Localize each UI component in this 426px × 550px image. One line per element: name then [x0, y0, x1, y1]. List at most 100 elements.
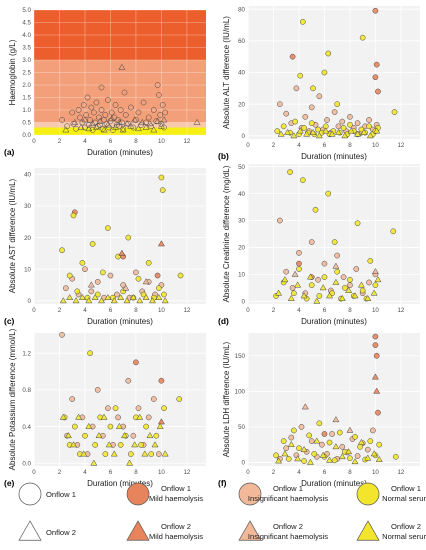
data-point-circle [125, 234, 132, 241]
data-point-circle [133, 117, 139, 123]
y-tick-label: 40 [24, 172, 31, 179]
legend-label: Onflow 2 [391, 522, 421, 531]
data-point-circle [63, 285, 69, 292]
data-point-circle [145, 260, 152, 266]
legend-label: Onflow 2 [161, 522, 191, 531]
data-point-circle [82, 432, 88, 439]
data-point-circle [88, 104, 95, 111]
data-point-circle [159, 102, 166, 108]
data-point-circle [117, 442, 124, 448]
data-point-triangle [315, 132, 323, 139]
plot-background [34, 168, 206, 304]
x-tick-label: 0 [32, 307, 36, 314]
legend-label: Onflow 2 [273, 522, 303, 531]
legend-label: Insignificant haemolysis [248, 532, 328, 541]
data-point-circle [71, 423, 78, 430]
data-point-circle [335, 123, 342, 130]
data-point-circle [150, 107, 157, 113]
data-point-triangle [322, 127, 330, 134]
x-tick-label: 0 [32, 469, 36, 476]
data-point-triangle [85, 297, 93, 304]
data-point-circle [135, 109, 142, 116]
legend-marker-circle [356, 482, 380, 506]
data-point-circle [359, 287, 366, 294]
data-point-circle [283, 268, 290, 275]
data-point-triangle [110, 297, 118, 304]
y-tick-label: 30 [238, 218, 245, 225]
data-point-circle [157, 112, 163, 118]
data-point-triangle [301, 403, 309, 410]
x-tick-label: 10 [372, 469, 379, 476]
data-point-triangle [62, 126, 70, 133]
data-point-circle [293, 85, 300, 92]
y-tick-label: 0.4 [22, 424, 31, 431]
data-point-triangle [136, 297, 144, 304]
data-point-circle [92, 442, 99, 448]
data-point-triangle [104, 293, 112, 301]
data-point-triangle [110, 450, 118, 457]
data-point-triangle [319, 284, 327, 291]
x-tick-label: 6 [323, 469, 327, 476]
data-point-circle [130, 432, 137, 439]
data-point-circle [367, 258, 374, 264]
data-point-circle [287, 169, 293, 175]
x-axis-title: Duration (minutes) [301, 479, 367, 488]
data-point-circle [298, 424, 305, 430]
data-point-circle [390, 228, 397, 235]
data-point-circle [315, 276, 321, 283]
data-point-circle [316, 93, 323, 100]
data-point-circle [372, 333, 379, 340]
data-point-circle [375, 88, 381, 95]
data-point-triangle [360, 128, 368, 135]
data-point-triangle [157, 240, 165, 247]
data-point-circle [352, 433, 358, 440]
data-point-circle [280, 438, 287, 444]
data-point-circle [125, 377, 132, 384]
data-point-circle [98, 107, 105, 113]
x-tick-label: 10 [158, 469, 165, 476]
panel-1: 0 2 4 6 8 10 12 0 20 40 60 80 Duration (minutes) Abso… [218, 6, 420, 161]
data-point-circle [392, 453, 399, 460]
data-point-circle [372, 74, 379, 81]
data-point-circle [347, 121, 353, 128]
data-point-circle [299, 177, 306, 184]
data-point-circle [321, 260, 328, 267]
data-point-circle [316, 420, 323, 427]
y-tick-label: 1.5 [22, 95, 31, 102]
data-point-circle [312, 206, 319, 213]
data-point-circle [325, 190, 332, 197]
y-tick-label: 4.0 [22, 32, 31, 39]
data-point-triangle [108, 115, 116, 122]
data-point-triangle [374, 276, 382, 283]
data-point-triangle [100, 413, 108, 420]
data-point-circle [73, 125, 79, 132]
data-point-triangle [375, 455, 383, 462]
data-point-circle [161, 291, 167, 298]
data-point-circle [120, 125, 127, 132]
plot-background [248, 164, 420, 304]
legend-label: Insignificant haemolysis [248, 494, 328, 503]
data-point-triangle [303, 130, 311, 137]
data-point-circle [87, 117, 93, 123]
data-point-triangle [290, 132, 298, 139]
x-tick-label: 4 [83, 138, 87, 145]
data-point-triangle [371, 373, 379, 380]
data-point-triangle [347, 127, 355, 134]
data-point-triangle [149, 297, 156, 304]
data-point-circle [125, 120, 132, 127]
data-point-triangle [156, 422, 164, 429]
data-point-circle [364, 446, 371, 453]
data-point-circle [353, 266, 360, 272]
data-point-circle [308, 120, 315, 127]
data-point-circle [102, 451, 109, 457]
data-point-triangle [332, 416, 340, 423]
y-tick-label: 20 [24, 235, 31, 242]
x-tick-label: 12 [183, 307, 190, 314]
legend-label: Mild haemolysis [149, 532, 203, 541]
data-point-triangle [75, 413, 83, 420]
y-tick-label: 0 [242, 460, 246, 467]
data-point-triangle [345, 286, 353, 293]
x-tick-label: 2 [58, 138, 62, 145]
data-point-circle [302, 113, 309, 120]
